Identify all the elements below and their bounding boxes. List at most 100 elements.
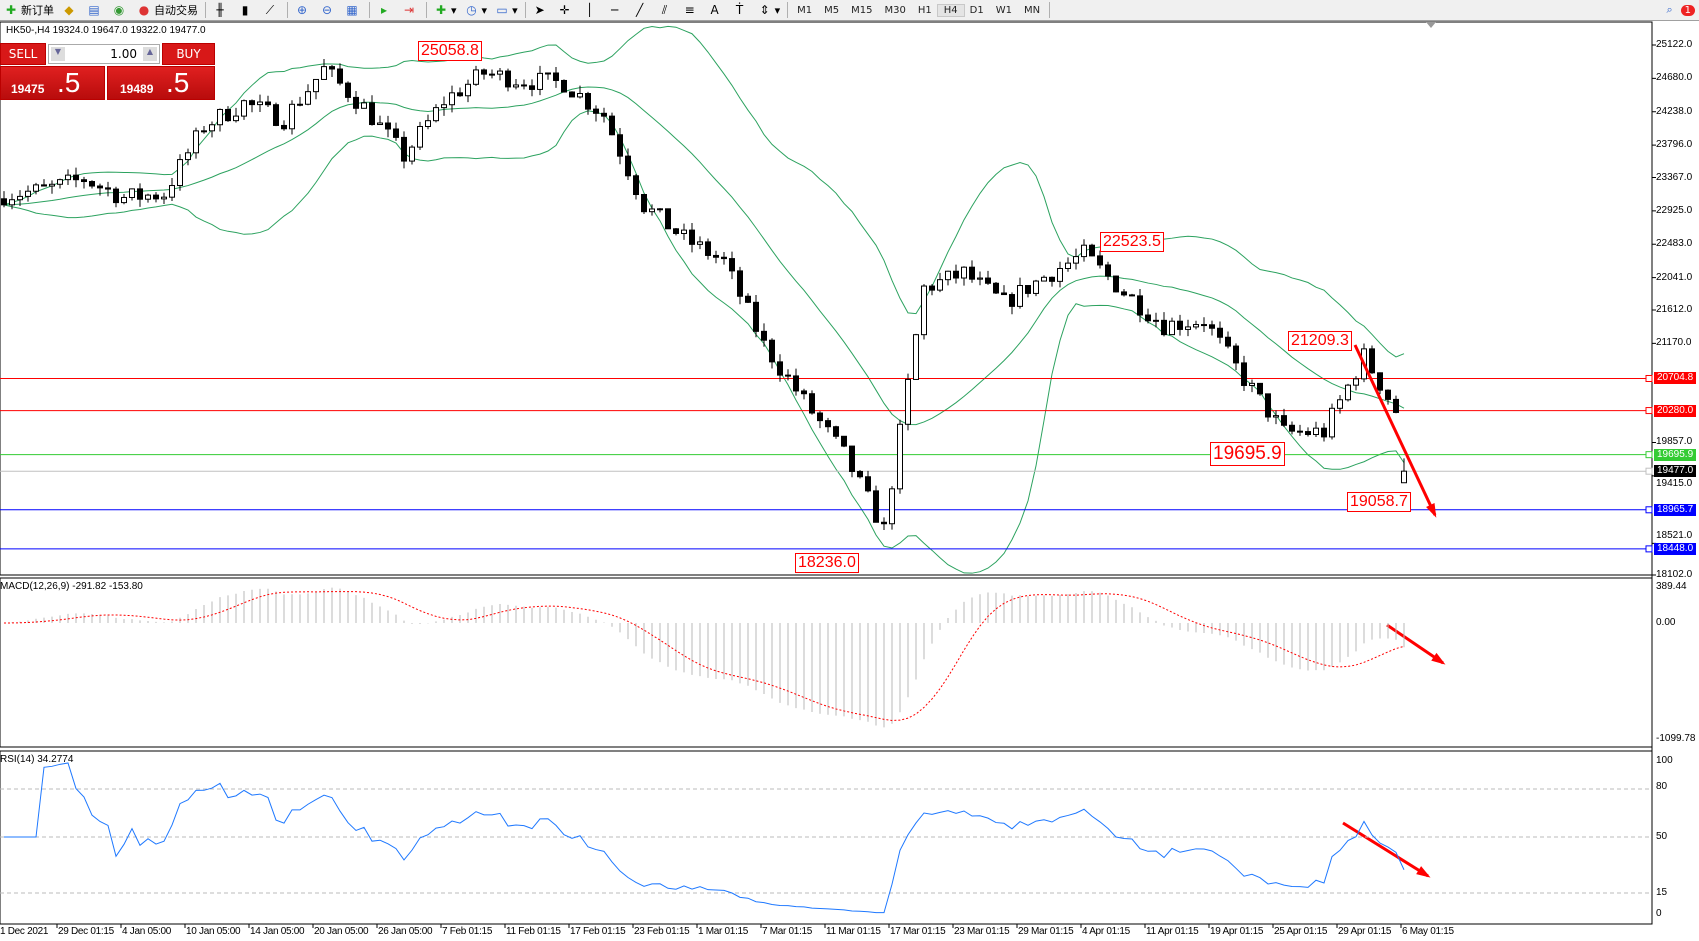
rsi-tick-label: 0 [1656,908,1662,919]
new-order-button[interactable]: ✚ 新订单 [5,3,54,17]
lot-decrease-icon[interactable]: ▼ [51,47,65,61]
candle-bull [441,104,447,109]
candle-bull [649,208,655,213]
candle-bear [369,102,375,126]
arrows-icon[interactable]: ⇕ ▾ [759,3,781,17]
trendline-icon[interactable]: ╱ [635,3,644,17]
autoscroll-icon[interactable]: ▸ [380,3,388,17]
candle-bear [1209,324,1215,329]
candle-bear [825,420,831,428]
candle-bear [401,136,407,162]
candle-bear [337,68,343,84]
zoom-in-icon[interactable]: ⊕ [296,3,308,17]
chart-shift-icon[interactable]: ⇥ [403,3,415,17]
indicators-icon[interactable]: ✚ ▾ [435,3,457,17]
periods-icon[interactable]: ◷ ▾ [466,3,488,17]
macd-signal-line [3,591,1405,721]
candle-bear [281,124,287,130]
timeframe-mn[interactable]: MN [1023,4,1041,16]
candle-bull [449,92,455,106]
lot-increase-icon[interactable]: ▲ [143,47,157,61]
candle-bear [769,339,775,363]
candle-bear [521,84,527,87]
timeframe-m5[interactable]: M5 [824,4,840,16]
auto-trading-button[interactable]: ● 自动交易 [138,3,198,17]
candle-bear [1233,345,1239,364]
time-tick-label: 29 Dec 01:15 [58,926,114,937]
timeframe-m1[interactable]: M1 [797,4,813,16]
candle-bear [137,188,143,200]
candle-bear [1137,295,1143,316]
tile-windows-icon[interactable]: ▦ [346,3,358,17]
timeframe-d1[interactable]: D1 [969,4,984,16]
macd-label: MACD(12,26,9) -291.82 -153.80 [0,581,143,592]
candle-bull [1401,470,1407,484]
templates-icon[interactable]: ▭ ▾ [496,3,518,17]
candle-bear [393,128,399,138]
timeframe-m15[interactable]: M15 [851,4,873,16]
candle-bear [665,208,671,230]
candle-bull [217,108,223,126]
price-line-tag: 20280.0 [1654,404,1697,417]
symbol-info: HK50-,H4 19324.0 19647.0 19322.0 19477.0 [6,25,206,36]
price-tick-label: 24680.0 [1656,72,1693,84]
gold-icon[interactable]: ◆ [64,3,74,17]
zoom-out-icon[interactable]: ⊖ [321,3,333,17]
vertical-line-icon[interactable]: │ [585,3,594,17]
candle-bull [1081,244,1087,258]
time-tick-label: 25 Apr 01:15 [1274,926,1328,937]
notifications-button[interactable]: 1 [1677,0,1699,20]
sell-price[interactable]: 19475 .5 [0,66,105,100]
text-icon[interactable]: A [710,3,719,17]
candle-bear [625,155,631,177]
candle-bear [713,254,719,258]
time-tick-label: 10 Jan 05:00 [186,926,241,937]
line-handle [1645,451,1653,459]
candle-bear [457,92,463,97]
macd-tick-label: -1099.78 [1656,733,1696,744]
candle-bull [1169,320,1175,336]
bar-chart-icon[interactable]: ╫ [216,3,224,17]
price-line-tag: 18448.0 [1654,542,1697,555]
candle-bear [1265,393,1271,418]
candle-bear [929,285,935,291]
time-tick-label: 4 Jan 05:00 [122,926,171,937]
candle-bear [1105,264,1111,277]
new-order-icon: ✚ [5,3,17,17]
signal-icon[interactable]: ◉ [113,3,125,17]
timeframe-h1[interactable]: H1 [917,4,932,16]
rsi-tick-label: 100 [1656,755,1673,766]
line-chart-icon[interactable]: ⟋ [265,3,275,17]
candle-bull [185,152,191,161]
timeframe-m30[interactable]: M30 [884,4,906,16]
notification-badge: 1 [1680,4,1695,16]
text-label-icon[interactable]: Ṫ [735,3,744,17]
cursor-icon[interactable]: ➤ [534,3,545,17]
fibonacci-icon[interactable]: ≡ [684,3,695,17]
candle-chart-icon[interactable]: ▮ [241,3,249,17]
search-icon[interactable]: ⌕ [1666,3,1673,16]
candle-bull [545,72,551,75]
buy-price[interactable]: 19489 .5 [107,66,215,100]
price-tick-label: 18521.0 [1656,529,1693,541]
candle-bear [505,70,511,88]
buy-button[interactable]: BUY [162,43,215,65]
time-tick-label: 29 Mar 01:15 [1018,926,1074,937]
lot-size-field[interactable]: ▼ 1.00 ▲ [48,44,160,64]
candle-bear [1289,424,1295,432]
candle-bear [865,476,871,492]
candle-bull [1345,384,1351,401]
rsi-line [4,762,1405,914]
sell-button[interactable]: SELL [0,43,46,65]
crosshair-icon[interactable]: ✛ [559,3,570,17]
candle-bear [1281,415,1287,426]
horizontal-line-icon[interactable]: ─ [610,3,619,17]
candle-bull [305,91,311,105]
candle-bull [361,102,367,109]
timeframe-h4[interactable]: H4 [936,3,965,17]
equidistant-channel-icon[interactable]: ⫽ [661,3,668,17]
candle-bear [641,194,647,213]
timeframe-w1[interactable]: W1 [995,4,1012,16]
history-icon[interactable]: ▤ [88,3,100,17]
